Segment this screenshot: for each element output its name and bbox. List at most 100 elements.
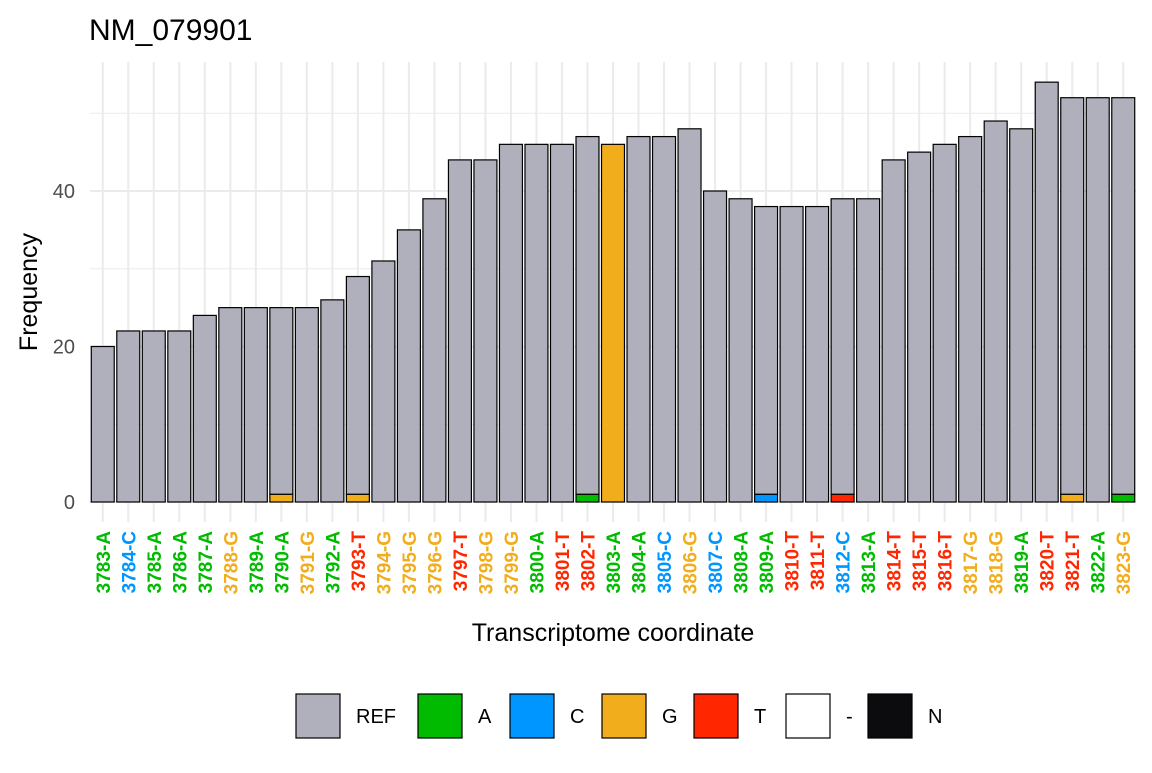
x-axis: 3783-A 3784-C 3785-A 3786-A 3787-A 3788-G 3789… bbox=[94, 531, 1135, 595]
bar-segment-ref bbox=[473, 159, 498, 503]
bar-segment-ref bbox=[702, 190, 728, 503]
legend-key-c bbox=[509, 693, 555, 739]
legend-label: N bbox=[928, 706, 942, 728]
x-tick-label: 3813-A bbox=[859, 531, 880, 594]
bar-segment-ref bbox=[575, 135, 600, 495]
bar-segment-ref bbox=[218, 307, 243, 503]
bar-segment-ref bbox=[932, 143, 957, 503]
bar-segment-g bbox=[345, 493, 370, 503]
bar-segment-ref bbox=[651, 135, 677, 503]
y-axis: 0 20 40 bbox=[53, 181, 75, 514]
x-tick-label: 3783-A bbox=[94, 531, 115, 594]
x-tick-label: 3808-A bbox=[732, 531, 753, 594]
bar-segment-ref bbox=[345, 275, 370, 495]
x-tick-label: 3807-C bbox=[706, 531, 727, 594]
bar-segment-ref bbox=[626, 135, 651, 503]
x-tick-label: 3789-A bbox=[247, 531, 268, 594]
bar-segment-ref bbox=[1060, 97, 1085, 495]
x-tick-label: 3805-C bbox=[655, 531, 676, 594]
bar-segment-ref bbox=[549, 143, 575, 503]
bar-segment-ref bbox=[294, 307, 319, 503]
x-tick-label: 3811-T bbox=[808, 531, 829, 591]
x-tick-label: 3817-G bbox=[961, 531, 982, 594]
x-tick-label: 3806-G bbox=[681, 531, 702, 594]
legend: REF A C G T - N bbox=[295, 693, 942, 739]
bar-segment-ref bbox=[396, 229, 421, 503]
x-tick-label: 3786-A bbox=[170, 531, 191, 594]
legend-key-a bbox=[417, 693, 463, 739]
bar-segment-ref bbox=[728, 198, 753, 503]
bar-segment-ref bbox=[243, 307, 268, 503]
x-tick-label: 3785-A bbox=[145, 531, 166, 594]
y-tick-label: 0 bbox=[64, 492, 75, 514]
x-tick-label: 3791-G bbox=[298, 531, 319, 594]
bar-segment-ref bbox=[90, 345, 115, 503]
x-tick-label: 3801-T bbox=[553, 531, 574, 592]
y-tick-label: 20 bbox=[53, 337, 75, 359]
y-tick-label: 40 bbox=[53, 181, 75, 203]
y-axis-title: Frequency bbox=[15, 232, 43, 351]
x-tick-label: 3816-T bbox=[936, 531, 957, 592]
bar-segment-ref bbox=[830, 198, 855, 495]
bar-segment-ref bbox=[371, 260, 396, 503]
x-tick-label: 3796-G bbox=[425, 531, 446, 594]
x-tick-label: 3815-T bbox=[910, 531, 931, 592]
bar-segment-g bbox=[1060, 493, 1085, 503]
x-tick-label: 3790-A bbox=[272, 531, 293, 594]
legend-key-ref bbox=[295, 693, 341, 739]
x-tick-label: 3822-A bbox=[1089, 531, 1110, 594]
x-tick-label: 3784-C bbox=[119, 531, 140, 594]
bar-segment-ref bbox=[498, 143, 524, 503]
bar-segment-ref bbox=[1009, 128, 1034, 503]
bar-segment-ref bbox=[1111, 97, 1136, 495]
x-tick-label: 3788-G bbox=[221, 531, 242, 594]
x-axis-title: Transcriptome coordinate bbox=[472, 619, 755, 647]
bar-segment-ref bbox=[1034, 81, 1059, 503]
legend-label: REF bbox=[356, 706, 396, 728]
bar-segment-ref bbox=[856, 198, 881, 503]
x-tick-label: 3812-C bbox=[834, 531, 855, 594]
x-tick-label: 3795-G bbox=[400, 531, 421, 594]
bar-segment-ref bbox=[269, 307, 294, 495]
bar-segment-ref bbox=[141, 330, 166, 503]
bar-segment-a bbox=[575, 493, 600, 503]
x-tick-label: 3814-T bbox=[885, 531, 906, 592]
legend-key-t bbox=[693, 693, 739, 739]
bar-segment-ref bbox=[167, 330, 192, 503]
legend-label: G bbox=[662, 706, 678, 728]
x-tick-label: 3792-A bbox=[323, 531, 344, 594]
bar-segment-a bbox=[1111, 493, 1136, 503]
bar-segment-t bbox=[830, 493, 855, 503]
x-tick-label: 3793-T bbox=[349, 531, 370, 592]
legend-label: A bbox=[478, 706, 492, 728]
bar-segment-ref bbox=[753, 205, 779, 495]
x-tick-label: 3802-T bbox=[578, 531, 599, 592]
legend-label: - bbox=[846, 706, 853, 728]
bar-segment-ref bbox=[983, 120, 1008, 503]
bar-segment-c bbox=[753, 493, 779, 503]
bar-segment-ref bbox=[422, 198, 447, 503]
x-tick-label: 3804-A bbox=[630, 531, 651, 594]
legend-key-gap bbox=[785, 693, 831, 739]
x-tick-label: 3823-G bbox=[1114, 531, 1135, 594]
bars-layer bbox=[90, 81, 1136, 503]
bar-segment-g bbox=[600, 143, 626, 503]
x-tick-label: 3800-A bbox=[527, 531, 548, 594]
legend-key-n bbox=[867, 693, 913, 739]
x-tick-label: 3803-A bbox=[604, 531, 625, 594]
bar-segment-ref bbox=[320, 299, 345, 503]
x-tick-label: 3809-A bbox=[757, 531, 778, 594]
x-tick-label: 3797-T bbox=[451, 531, 472, 592]
x-tick-label: 3799-G bbox=[502, 531, 523, 594]
x-tick-label: 3821-T bbox=[1063, 531, 1084, 592]
bar-segment-ref bbox=[805, 205, 830, 503]
x-tick-label: 3787-A bbox=[196, 531, 217, 594]
bar-segment-ref bbox=[958, 135, 983, 503]
x-tick-label: 3820-T bbox=[1038, 531, 1059, 592]
legend-key-g bbox=[601, 693, 647, 739]
legend-label: T bbox=[754, 706, 766, 728]
bar-segment-ref bbox=[1085, 97, 1110, 503]
chart-title: NM_079901 bbox=[89, 14, 252, 47]
